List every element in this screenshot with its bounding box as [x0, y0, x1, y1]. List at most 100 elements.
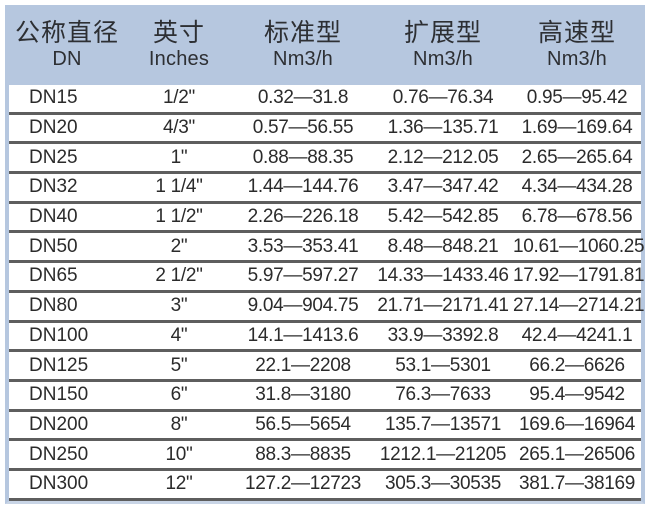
table-header-row: 公称直径 DN 英寸 Inches 标准型 Nm3/h 扩展型 Nm3/h 高速… — [9, 5, 641, 85]
cell-extended-range: 3.47—347.42 — [387, 176, 499, 198]
cell-inches: 4" — [170, 324, 188, 346]
cell-highspeed-range: 42.4—4241.1 — [521, 324, 633, 346]
column-header-standard: 标准型 Nm3/h — [233, 5, 373, 85]
cell-standard-range: 31.8—3180 — [255, 384, 351, 406]
cell-highspeed-range: 95.4—9542 — [529, 384, 625, 406]
cell-inches: 4/3" — [163, 117, 195, 139]
cell-inches: 6" — [170, 384, 188, 406]
cell-dn: DN80 — [29, 295, 78, 317]
table-row: DN200 8" 56.5—5654 135.7—13571 169.6—16964 — [9, 411, 641, 442]
cell-highspeed-range: 27.14—2714.21 — [513, 295, 645, 317]
cell-extended-range: 8.48—848.21 — [387, 235, 499, 257]
table-row: DN50 2" 3.53—353.41 8.48—848.21 10.61—1060.2… — [9, 233, 645, 264]
cell-dn: DN15 — [29, 87, 78, 109]
table-body: DN15 1/2" 0.32—31.8 0.76—76.34 0.95—95.42 DN2… — [9, 85, 645, 501]
cell-highspeed-range: 10.61—1060.25 — [513, 235, 645, 257]
cell-inches: 1/2" — [163, 87, 195, 109]
cell-extended-range: 76.3—7633 — [395, 384, 491, 406]
table-row: DN25 1" 0.88—88.35 2.12—212.05 2.65—265.64 — [9, 144, 641, 175]
cell-highspeed-range: 17.92—1791.81 — [513, 265, 645, 287]
cell-inches: 12" — [165, 473, 193, 495]
cell-dn: DN25 — [29, 146, 78, 168]
cell-extended-range: 0.76—76.34 — [392, 87, 494, 109]
table-row: DN80 3" 9.04—904.75 21.71—2171.41 27.14—2714… — [9, 292, 645, 323]
table-row: DN32 1 1/4" 1.44—144.76 3.47—347.42 4.34—434… — [9, 174, 641, 204]
cell-highspeed-range: 381.7—38169 — [518, 473, 636, 495]
cell-inches: 8" — [170, 413, 188, 435]
cell-inches: 1 1/4" — [155, 176, 203, 198]
cell-extended-range: 14.33—1433.46 — [377, 265, 509, 287]
cell-highspeed-range: 2.65—265.64 — [521, 146, 633, 168]
column-header-inches-cn: 英寸 — [152, 19, 205, 48]
table-row: DN100 4" 14.1—1413.6 33.9—3392.8 42.4—4241.1 — [9, 322, 641, 353]
cell-extended-range: 2.12—212.05 — [387, 146, 499, 168]
column-header-standard-sub: Nm3/h — [273, 48, 333, 71]
cell-standard-range: 5.97—597.27 — [247, 265, 359, 287]
cell-standard-range: 9.04—904.75 — [247, 295, 359, 317]
cell-extended-range: 1.36—135.71 — [387, 117, 499, 139]
cell-extended-range: 5.42—542.85 — [387, 206, 499, 228]
cell-standard-range: 2.26—226.18 — [247, 206, 359, 228]
column-header-extended-sub: Nm3/h — [413, 48, 473, 71]
cell-dn: DN65 — [29, 265, 78, 287]
flow-range-spec-table: 公称直径 DN 英寸 Inches 标准型 Nm3/h 扩展型 Nm3/h 高速… — [5, 5, 645, 504]
table-row: DN250 10" 88.3—8835 1212.1—21205 265.1—26506 — [9, 441, 641, 471]
cell-dn: DN300 — [29, 473, 89, 495]
table-row: DN15 1/2" 0.32—31.8 0.76—76.34 0.95—95.42 — [9, 85, 641, 115]
cell-extended-range: 135.7—13571 — [384, 413, 502, 435]
column-header-highspeed-cn: 高速型 — [537, 19, 616, 48]
cell-extended-range: 305.3—30535 — [384, 473, 502, 495]
cell-dn: DN20 — [29, 117, 78, 139]
column-header-dn-sub: DN — [52, 48, 82, 71]
column-header-extended: 扩展型 Nm3/h — [373, 5, 513, 85]
cell-dn: DN100 — [29, 324, 89, 346]
cell-dn: DN200 — [29, 413, 89, 435]
cell-dn: DN250 — [29, 443, 89, 465]
column-header-highspeed-sub: Nm3/h — [547, 48, 607, 71]
cell-highspeed-range: 4.34—434.28 — [521, 176, 633, 198]
cell-inches: 2" — [170, 235, 188, 257]
table-row: DN65 2 1/2" 5.97—597.27 14.33—1433.46 17.92—… — [9, 263, 645, 293]
cell-extended-range: 21.71—2171.41 — [377, 295, 509, 317]
cell-inches: 10" — [165, 443, 193, 465]
cell-extended-range: 53.1—5301 — [395, 354, 491, 376]
cell-highspeed-range: 169.6—16964 — [518, 413, 636, 435]
cell-standard-range: 0.57—56.55 — [252, 117, 354, 139]
cell-highspeed-range: 66.2—6626 — [529, 354, 625, 376]
cell-standard-range: 127.2—12723 — [244, 473, 362, 495]
cell-highspeed-range: 6.78—678.56 — [521, 206, 633, 228]
cell-dn: DN50 — [29, 235, 78, 257]
cell-highspeed-range: 0.95—95.42 — [526, 87, 628, 109]
cell-standard-range: 88.3—8835 — [255, 443, 351, 465]
cell-inches: 2 1/2" — [155, 265, 203, 287]
column-header-extended-cn: 扩展型 — [403, 19, 482, 48]
cell-standard-range: 56.5—5654 — [255, 413, 351, 435]
cell-highspeed-range: 1.69—169.64 — [521, 117, 633, 139]
table-row: DN150 6" 31.8—3180 76.3—7633 95.4—9542 — [9, 381, 641, 412]
column-header-inches-sub: Inches — [148, 48, 210, 71]
cell-extended-range: 33.9—3392.8 — [387, 324, 499, 346]
table-row: DN40 1 1/2" 2.26—226.18 5.42—542.85 6.78—678… — [9, 203, 641, 234]
cell-inches: 5" — [170, 354, 188, 376]
column-header-highspeed: 高速型 Nm3/h — [513, 5, 641, 85]
cell-standard-range: 0.88—88.35 — [252, 146, 354, 168]
cell-dn: DN125 — [29, 354, 89, 376]
cell-standard-range: 0.32—31.8 — [257, 87, 349, 109]
column-header-inches: 英寸 Inches — [125, 5, 233, 85]
cell-standard-range: 22.1—2208 — [255, 354, 351, 376]
table-row: DN125 5" 22.1—2208 53.1—5301 66.2—6626 — [9, 352, 641, 382]
cell-standard-range: 1.44—144.76 — [247, 176, 359, 198]
cell-dn: DN32 — [29, 176, 78, 198]
column-header-standard-cn: 标准型 — [263, 19, 342, 48]
cell-inches: 1 1/2" — [155, 206, 203, 228]
cell-standard-range: 3.53—353.41 — [247, 235, 359, 257]
cell-dn: DN40 — [29, 206, 78, 228]
column-header-dn: 公称直径 DN — [9, 5, 125, 85]
cell-inches: 1" — [170, 146, 188, 168]
column-header-dn-cn: 公称直径 — [14, 19, 119, 48]
cell-inches: 3" — [170, 295, 188, 317]
table-row: DN300 12" 127.2—12723 305.3—30535 381.7—3816… — [9, 470, 641, 501]
cell-standard-range: 14.1—1413.6 — [247, 324, 359, 346]
cell-dn: DN150 — [29, 384, 89, 406]
